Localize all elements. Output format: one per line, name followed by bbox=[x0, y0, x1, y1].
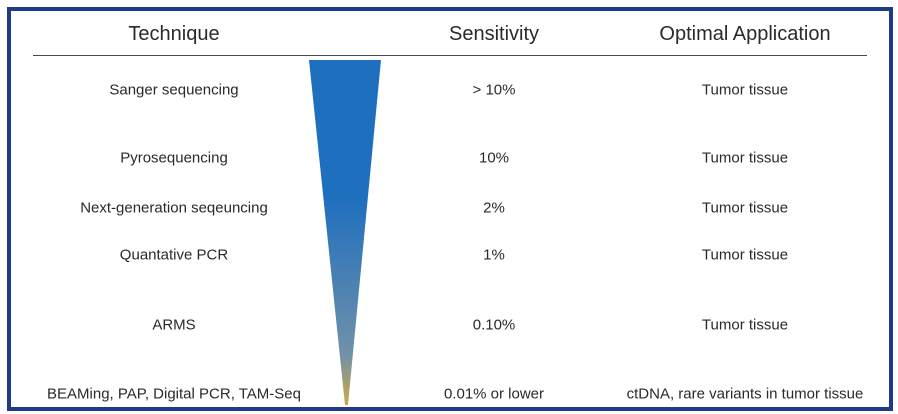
cell-application: Tumor tissue bbox=[701, 149, 789, 167]
cell-sensitivity: > 10% bbox=[472, 81, 516, 99]
table-frame: Technique Sensitivity Optimal Applicatio… bbox=[7, 7, 893, 411]
cell-sensitivity: 0.10% bbox=[472, 316, 516, 334]
cell-technique: ARMS bbox=[152, 316, 196, 334]
cell-application: Tumor tissue bbox=[701, 246, 789, 264]
cell-sensitivity: 2% bbox=[483, 199, 505, 217]
cell-technique: Pyrosequencing bbox=[120, 149, 228, 167]
header-application: Optimal Application bbox=[659, 23, 831, 45]
cell-application: Tumor tissue bbox=[701, 316, 789, 334]
header-technique: Technique bbox=[128, 23, 220, 45]
cell-technique: Sanger sequencing bbox=[109, 81, 239, 99]
cell-sensitivity: 1% bbox=[483, 246, 505, 264]
cell-application: Tumor tissue bbox=[701, 199, 789, 217]
cell-technique: Next-generation seqeuncing bbox=[80, 199, 268, 217]
cell-technique: BEAMing, PAP, Digital PCR, TAM-Seq bbox=[47, 385, 301, 403]
cell-sensitivity: 10% bbox=[478, 149, 510, 167]
sensitivity-funnel-graphic bbox=[309, 60, 381, 405]
header-sensitivity: Sensitivity bbox=[448, 23, 540, 45]
table-header: Technique Sensitivity Optimal Applicatio… bbox=[11, 11, 889, 57]
cell-application: Tumor tissue bbox=[701, 81, 789, 99]
funnel-triangle bbox=[309, 60, 381, 405]
cell-sensitivity: 0.01% or lower bbox=[443, 385, 545, 403]
cell-application: ctDNA, rare variants in tumor tissue bbox=[626, 385, 864, 403]
cell-technique: Quantative PCR bbox=[119, 246, 229, 264]
header-divider bbox=[33, 55, 867, 56]
